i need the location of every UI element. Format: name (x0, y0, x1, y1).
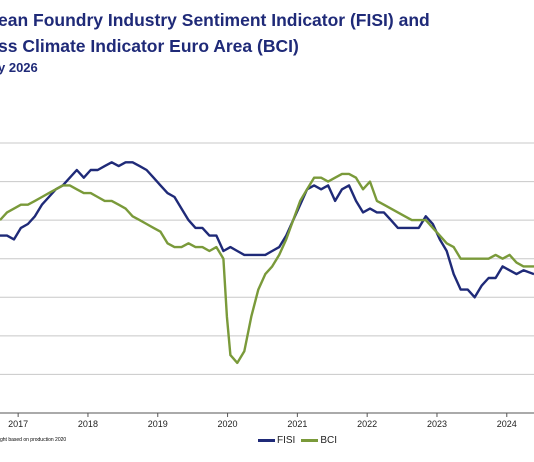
x-tick-label: 2020 (218, 419, 238, 429)
x-tick-label: 2021 (287, 419, 307, 429)
chart-title-line-2: ss Climate Indicator Euro Area (BCI) (0, 36, 299, 56)
legend-item-bci: BCI (301, 435, 337, 446)
x-tick-label: 2018 (78, 419, 98, 429)
x-tick-label: 2017 (8, 419, 28, 429)
legend-label-bci: BCI (320, 435, 338, 446)
axes (0, 412, 534, 417)
series-line-fisi (0, 161, 534, 299)
legend: FISI BCI (258, 435, 343, 446)
gridlines (0, 142, 534, 375)
x-tick-label: 2019 (148, 419, 168, 429)
series-line-bci (0, 172, 534, 365)
chart-subtitle: y 2026 (0, 60, 38, 75)
footnote: ght based on production 2020 (0, 437, 67, 443)
x-tick-label: 2024 (497, 419, 517, 429)
x-tick-label: 2023 (427, 419, 447, 429)
legend-item-fisi: FISI (258, 435, 295, 446)
legend-swatch-fisi (258, 439, 275, 442)
legend-label-fisi: FISI (277, 435, 296, 446)
x-tick-labels: 2017 2018 2019 2020 2021 2022 2023 2024 (8, 419, 517, 429)
series-lines (0, 161, 534, 365)
chart-title-line-1: ean Foundry Industry Sentiment Indicator… (0, 10, 430, 30)
x-tick-label: 2022 (357, 419, 377, 429)
legend-swatch-bci (301, 439, 319, 442)
